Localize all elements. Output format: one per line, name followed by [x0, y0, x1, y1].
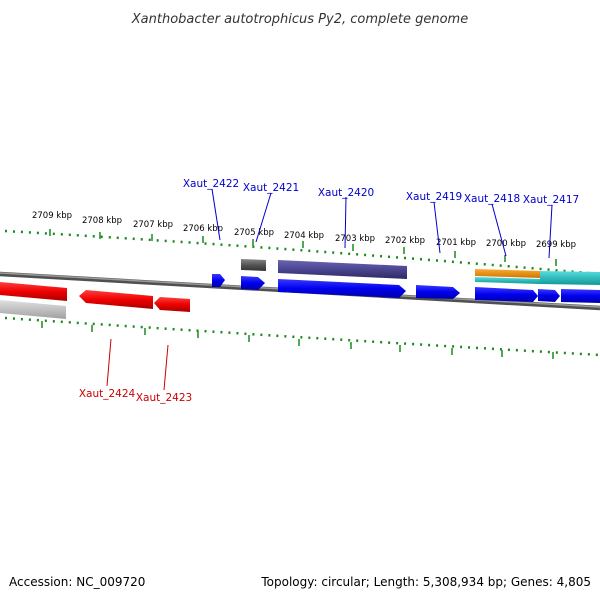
forward-cds-arrow[interactable] [416, 285, 460, 299]
gene-label-forward[interactable]: Xaut_2417 [523, 194, 579, 206]
forward-cds-arrow[interactable] [212, 274, 225, 287]
tick-label: 2708 kbp [82, 216, 122, 226]
gene-product-bar [241, 259, 266, 271]
forward-cds-arrow[interactable] [561, 289, 600, 303]
gene-label-forward[interactable]: Xaut_2420 [318, 187, 374, 199]
tick-label: 2707 kbp [133, 220, 173, 230]
outer-major-ticks [49, 229, 557, 266]
gene-label-forward[interactable]: Xaut_2419 [406, 191, 462, 203]
tick-label: 2709 kbp [32, 211, 72, 221]
gene-product-bar [475, 277, 540, 284]
gene-label-reverse[interactable]: Xaut_2424 [79, 388, 136, 400]
gene-product-bar [0, 300, 66, 319]
tick-label: 2702 kbp [385, 236, 425, 246]
reverse-gene-labels: Xaut_2424 Xaut_2423 [79, 388, 192, 404]
forward-cds-arrow[interactable] [538, 289, 560, 302]
gene-product-bar [475, 269, 540, 278]
genome-summary-text: Topology: circular; Length: 5,308,934 bp… [260, 575, 591, 589]
reverse-label-leaders [106, 338, 169, 391]
gene-product-bar [278, 260, 407, 279]
forward-cds-arrow[interactable] [475, 287, 538, 302]
gene-product-track [241, 259, 600, 285]
forward-gene-labels: Xaut_2422 Xaut_2421 Xaut_2420 Xaut_2419 … [183, 178, 579, 206]
reverse-gene-product-track [0, 300, 66, 319]
gene-label-forward[interactable]: Xaut_2418 [464, 193, 520, 205]
gene-label-reverse[interactable]: Xaut_2423 [136, 392, 192, 404]
map-title: Xanthobacter autotrophicus Py2, complete… [131, 12, 468, 27]
forward-cds-arrow[interactable] [278, 279, 406, 298]
tick-label: 2705 kbp [234, 228, 274, 238]
scale-tick-labels: 2709 kbp 2708 kbp 2707 kbp 2706 kbp 2705… [32, 211, 576, 250]
inner-scale-ring [4, 316, 600, 359]
tick-label: 2706 kbp [183, 224, 223, 234]
reverse-cds-arrow[interactable] [154, 297, 190, 312]
forward-label-leaders [211, 188, 553, 259]
tick-label: 2701 kbp [436, 238, 476, 248]
reverse-strand-track [0, 282, 190, 312]
tick-label: 2700 kbp [486, 239, 526, 249]
tick-label: 2699 kbp [536, 240, 576, 250]
reverse-cds-arrow[interactable] [0, 282, 67, 301]
forward-cds-arrow[interactable] [241, 276, 265, 290]
reverse-cds-arrow[interactable] [79, 290, 153, 309]
gene-label-forward[interactable]: Xaut_2422 [183, 178, 239, 190]
tick-label: 2703 kbp [335, 234, 375, 244]
accession-text: Accession: NC_009720 [9, 575, 145, 589]
outer-scale-ring [4, 229, 600, 276]
tick-label: 2704 kbp [284, 231, 324, 241]
gene-product-bar [540, 271, 600, 285]
forward-strand-track [212, 274, 600, 303]
gene-label-forward[interactable]: Xaut_2421 [243, 182, 299, 194]
